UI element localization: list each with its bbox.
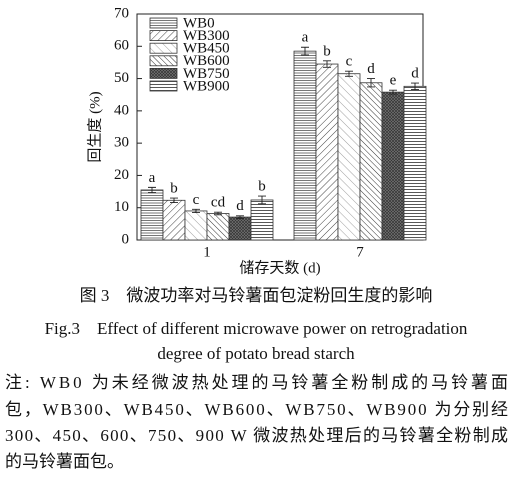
significance-letter: b bbox=[323, 43, 331, 59]
bar bbox=[359, 82, 383, 241]
x-tick-label: 7 bbox=[356, 244, 364, 260]
legend-swatch bbox=[149, 80, 178, 92]
legend-label: WB600 bbox=[183, 53, 230, 69]
y-tick-label: 30 bbox=[114, 135, 129, 151]
error-bar bbox=[192, 208, 200, 214]
error-bar bbox=[323, 60, 331, 68]
legend-swatch bbox=[149, 68, 178, 79]
y-tick-label: 70 bbox=[114, 5, 129, 21]
bar bbox=[337, 73, 361, 241]
legend-label: WB900 bbox=[183, 78, 230, 94]
bar bbox=[228, 216, 252, 241]
error-bar bbox=[411, 82, 419, 90]
y-axis-label: 回生度 (%) bbox=[86, 91, 103, 162]
significance-letter: d bbox=[367, 61, 375, 77]
legend-label: WB450 bbox=[183, 41, 230, 57]
bar bbox=[315, 63, 339, 241]
y-tick-label: 50 bbox=[114, 70, 129, 86]
note-line: 包，WB300、WB450、WB600、WB750、WB900 为分别经 bbox=[5, 400, 508, 419]
significance-letter: d bbox=[411, 66, 419, 82]
legend-label: WB0 bbox=[183, 15, 215, 31]
legend-swatch bbox=[149, 30, 178, 42]
significance-letter: d bbox=[236, 198, 244, 214]
error-bar bbox=[367, 78, 375, 88]
error-bar bbox=[301, 46, 309, 56]
error-bar bbox=[148, 186, 156, 193]
y-tick-label: 10 bbox=[114, 199, 129, 215]
legend-label: WB300 bbox=[183, 28, 230, 44]
y-tick-label: 0 bbox=[122, 231, 130, 247]
bar bbox=[140, 189, 164, 241]
y-tick-label: 40 bbox=[114, 102, 129, 118]
significance-letter: c bbox=[193, 192, 200, 208]
bar bbox=[403, 85, 427, 241]
bar bbox=[293, 50, 317, 241]
legend-label: WB750 bbox=[183, 66, 230, 82]
significance-letter: b bbox=[258, 179, 266, 195]
caption-en: degree of potato bread starch bbox=[157, 344, 355, 363]
x-axis-label: 储存天数 (d) bbox=[239, 259, 320, 276]
significance-letter: cd bbox=[211, 195, 226, 211]
bar bbox=[250, 199, 274, 241]
legend-swatch bbox=[149, 55, 178, 67]
legend-swatch bbox=[149, 17, 178, 29]
error-bar bbox=[214, 211, 222, 216]
caption-en: Fig.3 Effect of different microwave powe… bbox=[45, 319, 468, 338]
note-line: 300、450、600、750、900 W 微波热处理后的马铃薯全粉制成 bbox=[5, 426, 508, 445]
significance-letter: e bbox=[390, 73, 397, 89]
significance-letter: b bbox=[170, 180, 178, 196]
significance-letter: a bbox=[302, 30, 309, 46]
bar bbox=[184, 210, 208, 241]
legend-swatch bbox=[149, 42, 178, 54]
caption-cn: 图 3 微波功率对马铃薯面包淀粉回生度的影响 bbox=[80, 286, 433, 305]
error-bar bbox=[258, 195, 266, 205]
note-line: 注: WB0 为未经微波热处理的马铃薯全粉制成的马铃薯面 bbox=[5, 373, 508, 392]
bar bbox=[206, 213, 230, 241]
note-line: 的马铃薯面包。 bbox=[5, 452, 124, 471]
bar bbox=[162, 199, 186, 241]
error-bar bbox=[170, 197, 178, 203]
x-tick-label: 1 bbox=[203, 244, 211, 260]
error-bar bbox=[389, 89, 397, 95]
significance-letter: c bbox=[346, 54, 353, 70]
bar bbox=[381, 91, 405, 241]
error-bar bbox=[345, 70, 353, 77]
y-tick-label: 60 bbox=[114, 38, 129, 54]
error-bar bbox=[236, 215, 244, 219]
y-tick-label: 20 bbox=[114, 167, 129, 183]
significance-letter: a bbox=[149, 170, 156, 186]
